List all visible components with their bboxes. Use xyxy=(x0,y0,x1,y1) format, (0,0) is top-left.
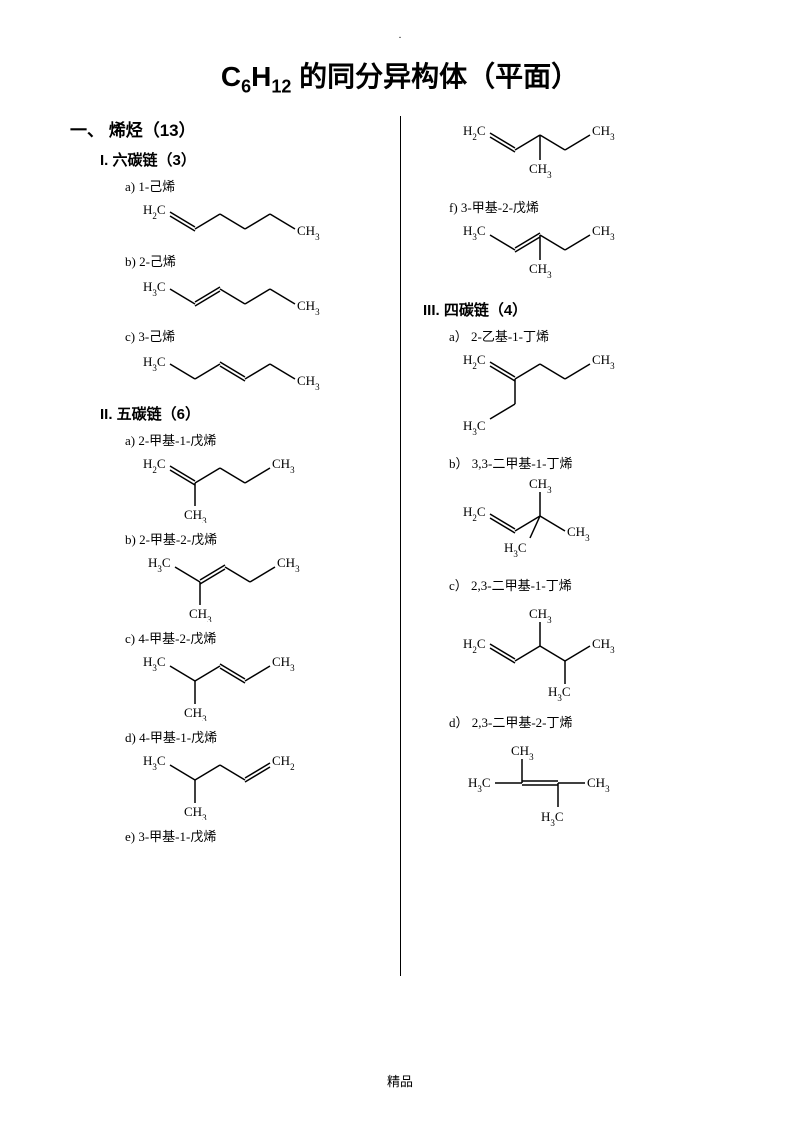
svg-text:CH3: CH3 xyxy=(184,705,207,721)
svg-text:H3C: H3C xyxy=(143,654,166,673)
item-3m1p: e) 3-甲基-1-戊烯 xyxy=(125,826,385,845)
svg-text:CH3: CH3 xyxy=(567,524,590,543)
svg-text:CH3: CH3 xyxy=(592,123,615,142)
right-column: H2C CH3 CH3 f) 3-甲基-2-戊烯 H3C CH3 CH3 xyxy=(400,116,730,849)
item-3m2p: f) 3-甲基-2-戊烯 xyxy=(449,197,730,216)
svg-text:H2C: H2C xyxy=(463,352,486,371)
item-3-hexene: c) 3-己烯 xyxy=(125,326,385,345)
struct-33dm1b: H2C CH3 CH3 H3C xyxy=(460,474,730,569)
svg-text:CH3: CH3 xyxy=(272,654,295,673)
svg-text:H2C: H2C xyxy=(463,636,486,655)
item-23dm2b: d） 2,3-二甲基-2-丁烯 xyxy=(449,712,730,731)
document-page: . C6H12 的同分异构体（平面） 一、 烯烃（13） I. 六碳链（3） a… xyxy=(0,0,800,1132)
svg-text:H3C: H3C xyxy=(463,223,486,242)
title-h: H xyxy=(251,61,271,92)
title-sub-6: 6 xyxy=(241,77,251,97)
struct-23dm2b: H3C CH3 CH3 H3C xyxy=(460,733,730,843)
svg-text:H3C: H3C xyxy=(143,279,166,298)
left-column: 一、 烯烃（13） I. 六碳链（3） a) 1-己烯 H2C CH3 b) 2… xyxy=(70,116,400,849)
section-1-heading: 一、 烯烃（13） xyxy=(70,116,385,141)
struct-4m1p: H3C CH2 CH3 xyxy=(140,748,385,820)
struct-3-hexene: H3C CH3 xyxy=(140,347,385,395)
subsection-4c: III. 四碳链（4） xyxy=(423,299,730,320)
item-1-hexene: a) 1-己烯 xyxy=(125,176,385,195)
item-2m2p: b) 2-甲基-2-戊烯 xyxy=(125,529,385,548)
svg-text:CH3: CH3 xyxy=(184,804,207,820)
svg-text:H2C: H2C xyxy=(463,123,486,142)
footer-text: 精品 xyxy=(0,1071,800,1090)
svg-text:H3C: H3C xyxy=(541,809,564,828)
header-dot: . xyxy=(399,30,402,41)
svg-text:H3C: H3C xyxy=(468,775,491,794)
two-column-layout: 一、 烯烃（13） I. 六碳链（3） a) 1-己烯 H2C CH3 b) 2… xyxy=(70,116,730,849)
svg-text:CH3: CH3 xyxy=(277,555,300,574)
svg-text:H2C: H2C xyxy=(463,504,486,523)
svg-text:H3C: H3C xyxy=(148,555,171,574)
svg-text:CH3: CH3 xyxy=(189,606,212,622)
svg-text:H3C: H3C xyxy=(143,753,166,772)
svg-text:CH3: CH3 xyxy=(592,223,615,242)
struct-2-hexene: H3C CH3 xyxy=(140,272,385,320)
title-rest: 的同分异构体（平面） xyxy=(291,61,579,92)
svg-text:H3C: H3C xyxy=(463,418,486,437)
svg-text:CH3: CH3 xyxy=(592,636,615,655)
svg-text:H3C: H3C xyxy=(504,540,527,559)
svg-text:CH3: CH3 xyxy=(297,373,320,392)
svg-text:CH3: CH3 xyxy=(272,456,295,475)
struct-23dm1b: H2C CH3 CH3 H3C xyxy=(460,596,730,706)
item-4m2p: c) 4-甲基-2-戊烯 xyxy=(125,628,385,647)
svg-text:H2C: H2C xyxy=(143,456,166,475)
svg-text:H3C: H3C xyxy=(143,354,166,373)
svg-text:CH3: CH3 xyxy=(529,261,552,280)
item-33dm1b: b） 3,3-二甲基-1-丁烯 xyxy=(449,453,730,472)
struct-1-hexene: H2C CH3 xyxy=(140,197,385,245)
struct-3m2p: H3C CH3 CH3 xyxy=(460,218,730,291)
svg-text:CH3: CH3 xyxy=(592,352,615,371)
item-2m1p: a) 2-甲基-1-戊烯 xyxy=(125,430,385,449)
item-2e1b: a） 2-乙基-1-丁烯 xyxy=(449,326,730,345)
struct-3m1p: H2C CH3 CH3 xyxy=(460,118,730,191)
svg-text:CH3: CH3 xyxy=(297,298,320,317)
struct-2m1p: H2C CH3 CH3 xyxy=(140,451,385,523)
svg-text:CH3: CH3 xyxy=(529,161,552,180)
item-23dm1b: c） 2,3-二甲基-1-丁烯 xyxy=(449,575,730,594)
svg-text:CH3: CH3 xyxy=(297,223,320,242)
subsection-6c: I. 六碳链（3） xyxy=(100,149,385,170)
svg-text:H2C: H2C xyxy=(143,202,166,221)
title-c: C xyxy=(221,61,241,92)
subsection-5c: II. 五碳链（6） xyxy=(100,403,385,424)
column-divider xyxy=(400,116,401,976)
svg-text:H3C: H3C xyxy=(548,684,571,701)
svg-text:CH2: CH2 xyxy=(272,753,295,772)
item-4m1p: d) 4-甲基-1-戊烯 xyxy=(125,727,385,746)
struct-2e1b: H2C CH3 H3C xyxy=(460,347,730,447)
struct-2m2p: H3C CH3 CH3 xyxy=(140,550,385,622)
svg-text:CH3: CH3 xyxy=(184,507,207,523)
struct-4m2p: H3C CH3 CH3 xyxy=(140,649,385,721)
title-sub-12: 12 xyxy=(271,77,291,97)
item-2-hexene: b) 2-己烯 xyxy=(125,251,385,270)
svg-text:CH3: CH3 xyxy=(587,775,610,794)
page-title: C6H12 的同分异构体（平面） xyxy=(70,55,730,98)
